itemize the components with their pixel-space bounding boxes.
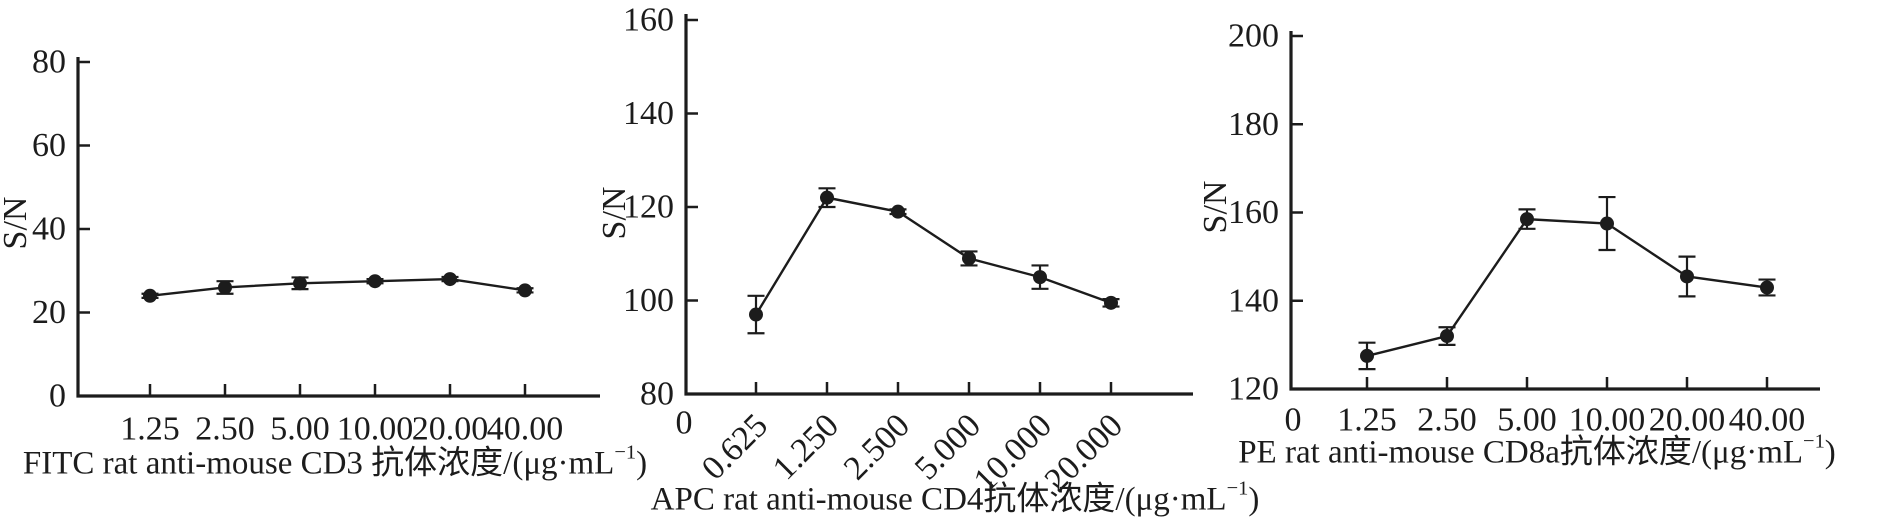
y-tick-label: 40 [32, 211, 66, 248]
data-point [962, 251, 976, 266]
x-axis-label-cd8a-sup: −1 [1803, 430, 1825, 453]
y-tick-label: 140 [1228, 282, 1279, 319]
y-tick-label: 80 [640, 376, 674, 413]
data-point [1360, 348, 1374, 363]
x-tick-label: 20.00 [412, 411, 489, 448]
data-point [293, 276, 307, 291]
x-tick-label: 0.625 [695, 407, 775, 487]
axis-line [684, 14, 1193, 396]
x-axis-label-cd4-close: ) [1248, 481, 1260, 518]
data-point [1033, 270, 1047, 285]
x-axis-label-cd4-sup: −1 [1226, 477, 1249, 500]
x-tick-label: 10.00 [337, 411, 414, 448]
data-point [1760, 280, 1774, 295]
data-point [368, 274, 382, 289]
x-tick-label: 5.00 [270, 411, 330, 448]
y-tick-label: 80 [32, 44, 66, 81]
data-point [143, 288, 157, 303]
axis-line [1289, 31, 1820, 391]
y-axis-label-cd4: S/N [596, 186, 633, 240]
y-tick-label: 160 [623, 2, 674, 39]
y-tick-label: 140 [623, 95, 674, 132]
x-axis-label-cd4: APC rat anti-mouse CD4抗体浓度/(μg·mL−1) [650, 478, 1260, 518]
data-point [1520, 212, 1534, 227]
data-line [149, 277, 526, 297]
x-origin-label: 0 [1285, 402, 1302, 439]
data-point [1600, 216, 1614, 231]
x-tick-label: 2.50 [1417, 402, 1477, 439]
data-point [1680, 269, 1694, 284]
data-point [1104, 295, 1118, 310]
x-tick-label: 40.00 [1729, 402, 1806, 439]
x-axis-label-cd8a-text: PE rat anti-mouse CD8a抗体浓度/(μg·mL [1238, 434, 1804, 471]
y-tick-label: 120 [1228, 371, 1279, 408]
data-point [820, 190, 834, 205]
x-tick-label: 1.250 [766, 407, 846, 487]
data-point [443, 272, 457, 287]
x-tick-label: 10.00 [1569, 402, 1646, 439]
y-tick-label: 180 [1228, 106, 1279, 143]
y-axis-label-cd3: S/N [0, 196, 34, 250]
y-tick-label: 120 [623, 189, 674, 226]
x-axis-label-cd3-text: FITC rat anti-mouse CD3 抗体浓度/(μg·mL [22, 445, 615, 482]
y-tick-label: 200 [1228, 18, 1279, 55]
data-point [518, 283, 532, 298]
x-tick-label: 1.25 [120, 411, 180, 448]
x-tick-label: 2.50 [195, 411, 255, 448]
data-line [1366, 217, 1768, 358]
x-axis-label-cd8a-close: ) [1824, 434, 1836, 471]
y-tick-label: 0 [49, 378, 66, 415]
x-tick-label: 1.25 [1337, 402, 1397, 439]
x-axis-label-cd3-close: ) [636, 445, 648, 482]
y-axis-label-cd8a: S/N [1197, 180, 1234, 234]
data-point [1440, 329, 1454, 344]
data-line [754, 196, 1112, 316]
y-tick-label: 20 [32, 294, 66, 331]
data-point [218, 280, 232, 295]
x-tick-label: 2.500 [837, 407, 917, 487]
x-axis-label-cd8a: PE rat anti-mouse CD8a抗体浓度/(μg·mL−1) [1238, 431, 1836, 471]
y-tick-label: 160 [1228, 194, 1279, 231]
x-origin-label: 0 [676, 405, 693, 442]
x-axis-label-cd3: FITC rat anti-mouse CD3 抗体浓度/(μg·mL−1) [22, 442, 648, 482]
data-point [749, 307, 763, 322]
x-tick-label: 5.00 [1497, 402, 1557, 439]
x-tick-label: 40.00 [487, 411, 564, 448]
x-axis-label-cd4-text: APC rat anti-mouse CD4抗体浓度/(μg·mL [650, 481, 1227, 518]
x-axis-label-cd3-sup: −1 [614, 441, 637, 464]
x-tick-label: 20.00 [1649, 402, 1726, 439]
y-tick-label: 60 [32, 127, 66, 164]
y-tick-label: 100 [623, 282, 674, 319]
data-point [891, 204, 905, 219]
axis-line [76, 57, 600, 398]
